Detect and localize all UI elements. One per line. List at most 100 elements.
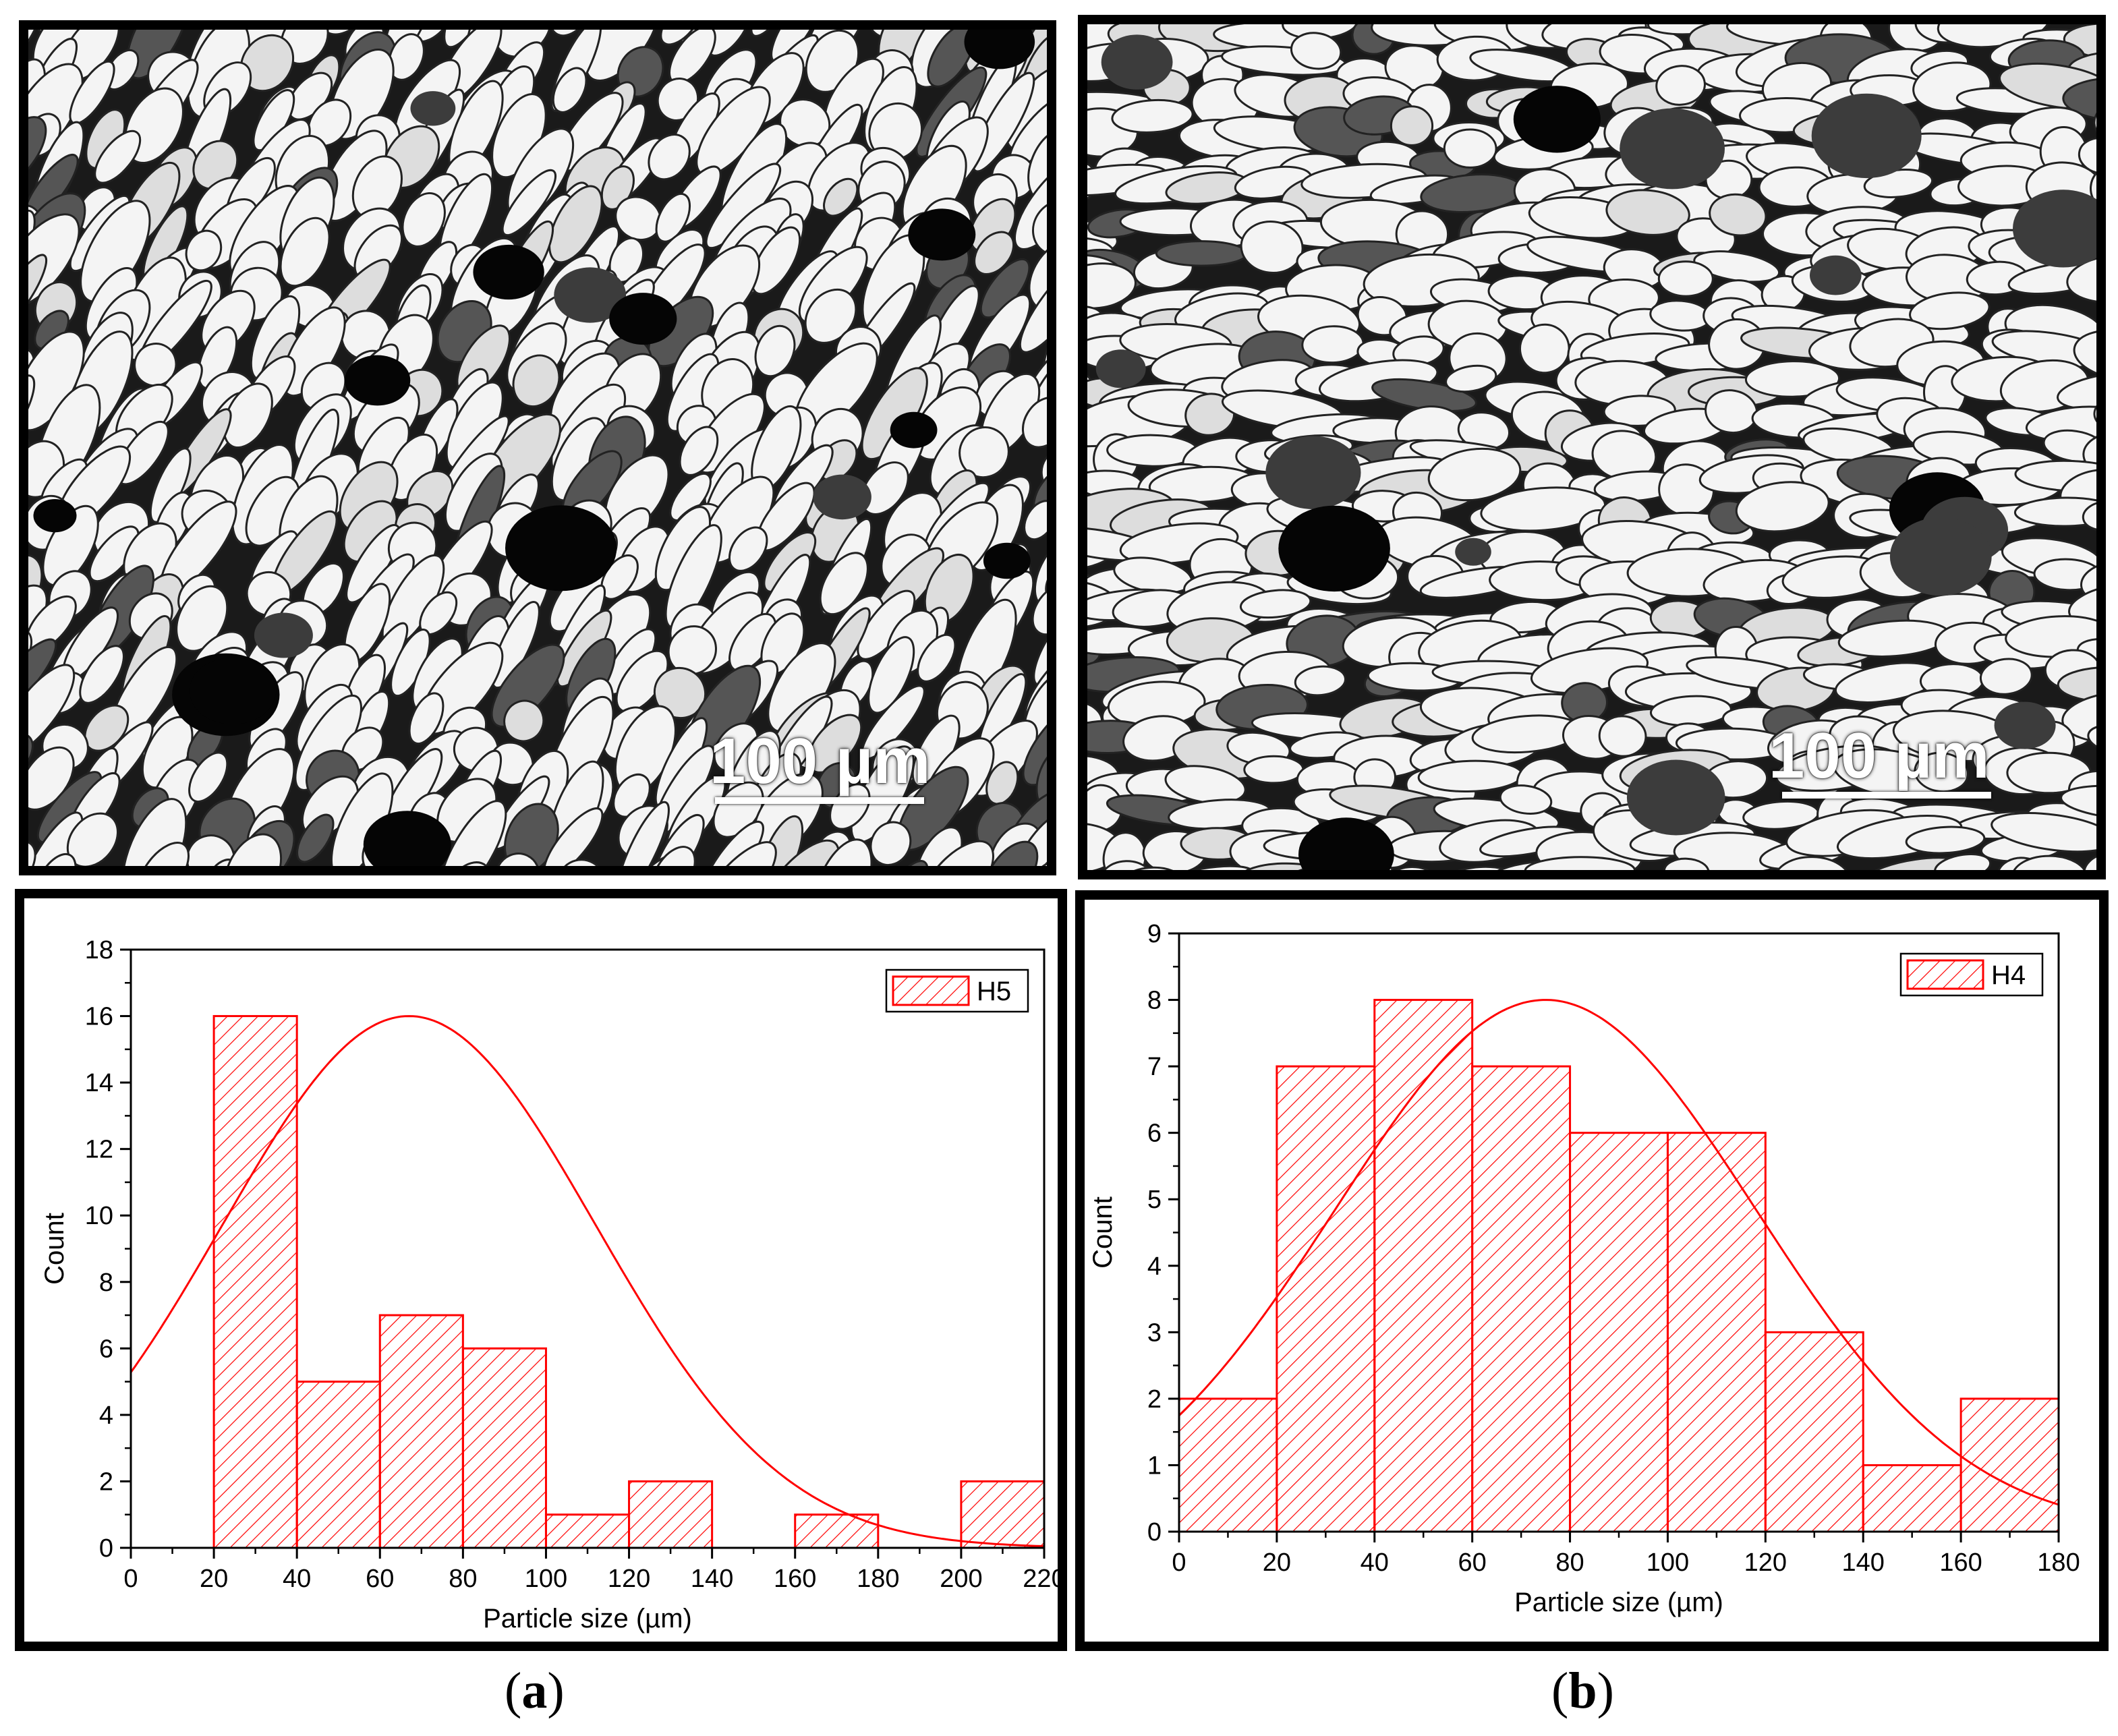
micrograph-a-grain — [927, 30, 975, 88]
micrograph-a-grain — [388, 33, 425, 81]
micrograph-a-grain — [812, 838, 873, 866]
histogram-panel-a: 0 20 40 60 80 100 120 140 160 180 200 220 0 2 4 6 8 10 12 1… — [15, 889, 1067, 1651]
x-tick-label: 40 — [283, 1565, 311, 1593]
y-tick-label: 12 — [85, 1136, 113, 1164]
micrograph-a-grain — [296, 813, 335, 863]
micrograph-a-grain — [28, 347, 35, 403]
micrograph-a-image — [28, 30, 1047, 866]
micrograph-b-grain — [1240, 220, 1304, 274]
x-tick-label: 160 — [774, 1565, 816, 1593]
micrograph-a-pore — [908, 208, 976, 261]
micrograph-b-pore — [1298, 817, 1394, 870]
x-tick-label: 20 — [200, 1565, 228, 1593]
micrograph-a-grain — [1023, 500, 1047, 541]
micrograph-a-grain — [28, 840, 36, 866]
micrograph-a: 100 µm — [19, 20, 1056, 875]
x-tick-label: 120 — [608, 1565, 650, 1593]
micrograph-b-grain — [1519, 323, 1570, 374]
panel-caption-a: (a) — [505, 1662, 565, 1719]
micrograph-a-grain — [28, 116, 47, 192]
micrograph-a-grain — [823, 177, 859, 217]
histogram-bar — [1764, 1331, 1864, 1533]
micrograph-b-grain — [2090, 163, 2096, 214]
histogram-bar — [378, 1314, 464, 1549]
micrograph-b-grain — [1655, 65, 1706, 106]
x-tick-label: 0 — [1172, 1549, 1186, 1577]
micrograph-b-grain — [1499, 784, 1553, 815]
micrograph-a-grain — [557, 859, 606, 866]
micrograph-a-grain — [819, 552, 869, 616]
micrograph-b-grain — [1605, 189, 1690, 236]
histogram-bar — [1959, 1397, 2060, 1533]
micrograph-a-grain — [42, 504, 99, 587]
micrograph-a-grain — [751, 226, 801, 295]
micrograph-b-grain — [2060, 784, 2096, 820]
micrograph-a-grain — [490, 601, 540, 689]
micrograph-b-grain — [1294, 665, 1346, 697]
scale-bar-line-a — [715, 797, 924, 804]
micrograph-a-grain — [443, 30, 496, 49]
histogram-bar — [1471, 1065, 1572, 1533]
micrograph-a-pore — [890, 411, 938, 449]
micrograph-b-grain — [1155, 240, 1249, 267]
x-tick-label: 140 — [691, 1565, 733, 1593]
micrograph-a-grain — [28, 374, 36, 453]
micrograph-b-grain — [1116, 866, 1189, 870]
micrograph-a-grain — [1019, 259, 1047, 353]
histogram-bar — [794, 1513, 880, 1549]
micrograph-a-grain — [679, 426, 719, 476]
micrograph-b-pore — [1620, 108, 1725, 190]
micrograph-b-grain — [2093, 393, 2096, 432]
micrograph-b-grain — [1445, 364, 1497, 393]
micrograph-b-grain — [1239, 589, 1312, 619]
micrograph-a-grain — [543, 807, 604, 866]
micrograph-a-grain — [617, 801, 670, 866]
y-tick-label: 8 — [1147, 987, 1162, 1015]
micrograph-b-grain — [1735, 481, 1830, 533]
histogram-bar — [1862, 1464, 1962, 1533]
y-tick-label: 2 — [1147, 1385, 1162, 1414]
micrograph-a-grain — [807, 714, 863, 774]
histogram-chart-h4: 0 20 40 60 80 100 120 140 160 180 0 1 2 3 4 5 6 7 8 9 Partic… — [1088, 920, 2080, 1617]
micrograph-b-grain — [2068, 583, 2096, 628]
micrograph-a-grain — [28, 732, 34, 782]
micrograph-a-pore — [964, 30, 1035, 69]
micrograph-a-grain — [408, 692, 445, 745]
micrograph-a-grain — [223, 382, 273, 449]
micrograph-a-grain — [239, 34, 295, 92]
micrograph-b-pore — [1811, 93, 1922, 179]
micrograph-b-grain — [2063, 24, 2096, 60]
scale-bar-label-a: 100 µm — [710, 725, 931, 797]
x-tick-label: 0 — [123, 1565, 138, 1593]
y-tick-label: 18 — [85, 936, 113, 964]
micrograph-a-grain — [552, 67, 588, 113]
legend-swatch — [892, 975, 970, 1006]
micrograph-a-grain — [149, 447, 192, 523]
scale-bar-line-b — [1782, 792, 1991, 799]
micrograph-a-grain — [32, 852, 77, 866]
micrograph-a-grain — [512, 354, 561, 407]
micrograph-b-grain — [1744, 360, 1841, 398]
micrograph-b-grain — [1087, 262, 1137, 310]
micrograph-b-grain — [1428, 865, 1522, 870]
micrograph-b-grain — [1854, 857, 1983, 870]
x-tick-label: 180 — [857, 1565, 899, 1593]
micrograph-b-grains — [1087, 24, 2096, 870]
y-axis-label: Count — [40, 1213, 69, 1285]
micrograph-b-grain — [2073, 329, 2096, 380]
y-tick-label: 16 — [85, 1003, 113, 1031]
y-tick-label: 5 — [1147, 1186, 1162, 1214]
x-tick-label: 60 — [1458, 1549, 1487, 1577]
legend-label: H4 — [1991, 960, 2026, 990]
micrograph-a-grain — [869, 821, 912, 866]
micrograph-b-grain — [2011, 855, 2088, 870]
micrograph-a-pore — [363, 811, 451, 866]
micrograph-b-grain — [1937, 24, 2051, 49]
micrograph-b-grain — [1709, 193, 1767, 237]
y-tick-label: 4 — [99, 1401, 113, 1430]
micrograph-a-grain — [548, 185, 603, 264]
micrograph-b-grain — [1524, 856, 1636, 870]
y-tick-label: 3 — [1147, 1319, 1162, 1347]
micrograph-b-grain — [2093, 99, 2096, 144]
micrograph-a-grain — [28, 254, 48, 338]
